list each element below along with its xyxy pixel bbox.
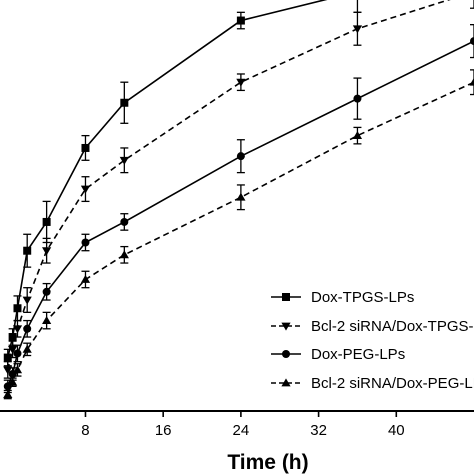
data-point: [12, 325, 23, 334]
data-point: [22, 344, 32, 353]
x-tick-label: 40: [388, 422, 405, 439]
data-point: [23, 246, 32, 255]
series-line: [6, 0, 451, 371]
error-bar: [353, 0, 362, 13]
data-point: [352, 131, 363, 140]
legend: Dox-TPGS-LPs Bcl-2 siRNA/Dox-TPGS-LPs Dox-…: [271, 289, 474, 392]
legend-item: Dox-PEG-LPs: [271, 346, 405, 363]
data-point: [3, 353, 12, 362]
data-point: [42, 247, 52, 256]
x-axis-title: Time (h): [227, 451, 308, 474]
error-bar: [470, 0, 474, 9]
data-point: [13, 304, 22, 313]
data-point: [236, 16, 245, 25]
data-point: [8, 345, 18, 354]
x-tick-label: 24: [233, 422, 250, 439]
data-point: [42, 287, 51, 296]
data-point: [8, 377, 18, 386]
data-point: [3, 366, 13, 375]
legend-marker: [282, 350, 290, 358]
data-point: [469, 77, 474, 86]
legend-marker: [282, 293, 290, 301]
data-point: [22, 296, 32, 305]
series-1: [3, 0, 362, 367]
data-point: [236, 78, 246, 87]
x-tick-label: 16: [155, 422, 172, 439]
x-axis-ticks: 8 16 24 32 40: [81, 411, 405, 439]
data-point: [470, 37, 474, 46]
data-point: [120, 217, 129, 226]
legend-label: Bcl-2 siRNA/Dox-TPGS-LPs: [311, 318, 474, 335]
data-point: [8, 333, 17, 342]
legend-label: Dox-PEG-LPs: [311, 346, 405, 363]
x-tick-label: 8: [81, 422, 89, 439]
legend-label: Dox-TPGS-LPs: [311, 289, 414, 306]
x-tick-label: 32: [310, 422, 327, 439]
data-point: [80, 185, 91, 194]
legend-label: Bcl-2 siRNA/Dox-PEG-LPs: [311, 375, 474, 392]
data-point: [3, 389, 13, 398]
data-point: [120, 98, 129, 107]
data-point: [119, 156, 129, 165]
data-point: [81, 238, 90, 247]
series-layer: [3, 0, 474, 400]
series-line: [7, 81, 474, 395]
legend-marker: [281, 378, 291, 387]
data-point: [42, 217, 51, 226]
data-point: [42, 315, 52, 324]
series-2: [3, 0, 474, 379]
data-point: [12, 365, 23, 374]
data-point: [13, 349, 22, 358]
legend-item: Dox-TPGS-LPs: [271, 289, 414, 306]
series-line: [6, 0, 328, 358]
data-point: [23, 324, 32, 333]
data-point: [236, 152, 245, 161]
data-point: [236, 192, 246, 201]
series-4: [3, 69, 474, 400]
data-point: [353, 94, 362, 103]
data-point: [352, 25, 363, 34]
data-point: [80, 274, 91, 283]
legend-item: Bcl-2 siRNA/Dox-PEG-LPs: [271, 375, 474, 392]
legend-item: Bcl-2 siRNA/Dox-TPGS-LPs: [271, 318, 474, 335]
error-bar: [470, 69, 474, 96]
data-point: [119, 250, 129, 259]
error-bar: [470, 24, 474, 59]
legend-marker: [281, 322, 291, 331]
data-point: [81, 143, 90, 152]
